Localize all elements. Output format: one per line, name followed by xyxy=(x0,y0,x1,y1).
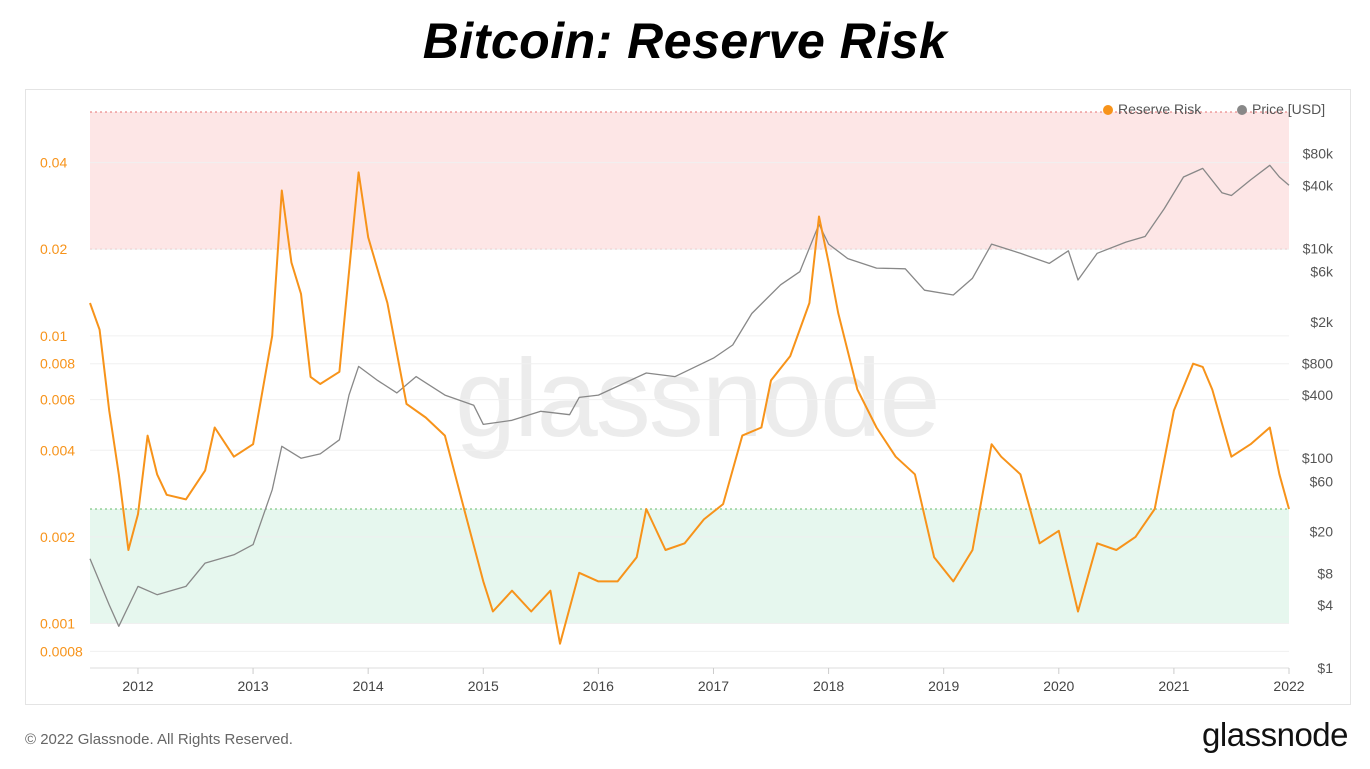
legend-dot-icon xyxy=(1103,105,1113,115)
right-tick-label: $2k xyxy=(1310,314,1334,330)
x-tick-label: 2020 xyxy=(1043,678,1074,694)
x-tick-label: 2017 xyxy=(698,678,729,694)
right-tick-label: $8 xyxy=(1317,565,1333,581)
chart-title: Bitcoin: Reserve Risk xyxy=(422,13,948,69)
right-tick-label: $100 xyxy=(1302,450,1333,466)
left-tick-label: 0.04 xyxy=(40,155,67,171)
right-tick-label: $20 xyxy=(1310,524,1334,540)
left-tick-label: 0.0008 xyxy=(40,643,83,659)
copyright-text: © 2022 Glassnode. All Rights Reserved. xyxy=(25,731,293,748)
right-tick-label: $40k xyxy=(1303,177,1334,193)
legend-price[interactable]: Price [USD] xyxy=(1237,101,1325,117)
right-tick-label: $400 xyxy=(1302,387,1333,403)
legend-dot-icon xyxy=(1237,105,1247,115)
right-tick-label: $6k xyxy=(1310,264,1334,280)
x-tick-label: 2019 xyxy=(928,678,959,694)
left-tick-label: 0.008 xyxy=(40,356,75,372)
right-tick-label: $800 xyxy=(1302,356,1333,372)
x-tick-label: 2012 xyxy=(122,678,153,694)
x-tick-label: 2022 xyxy=(1273,678,1304,694)
x-tick-label: 2016 xyxy=(583,678,614,694)
x-tick-label: 2021 xyxy=(1158,678,1189,694)
price-line xyxy=(89,164,1290,627)
right-tick-label: $1 xyxy=(1317,660,1333,676)
zone-band-low xyxy=(90,508,1289,624)
left-tick-label: 0.01 xyxy=(40,328,67,344)
x-tick-label: 2018 xyxy=(813,678,844,694)
watermark: glassnode xyxy=(455,337,940,460)
zone-band-high xyxy=(90,112,1289,250)
right-tick-label: $80k xyxy=(1303,146,1334,162)
left-tick-label: 0.001 xyxy=(40,615,75,631)
left-tick-label: 0.02 xyxy=(40,241,67,257)
brand-logo: glassnode xyxy=(1202,716,1348,753)
right-tick-label: $4 xyxy=(1317,597,1333,613)
reserve-risk-line xyxy=(89,171,1290,645)
x-tick-label: 2014 xyxy=(353,678,384,694)
right-tick-label: $10k xyxy=(1303,240,1334,256)
left-tick-label: 0.006 xyxy=(40,392,75,408)
legend-label: Price [USD] xyxy=(1252,101,1326,117)
x-tick-label: 2015 xyxy=(468,678,499,694)
left-tick-label: 0.002 xyxy=(40,529,75,545)
x-tick-label: 2013 xyxy=(237,678,268,694)
legend-reserve-risk[interactable]: Reserve Risk xyxy=(1103,101,1201,117)
left-tick-label: 0.004 xyxy=(40,442,75,458)
right-tick-label: $60 xyxy=(1310,473,1334,489)
legend-label: Reserve Risk xyxy=(1118,101,1202,117)
